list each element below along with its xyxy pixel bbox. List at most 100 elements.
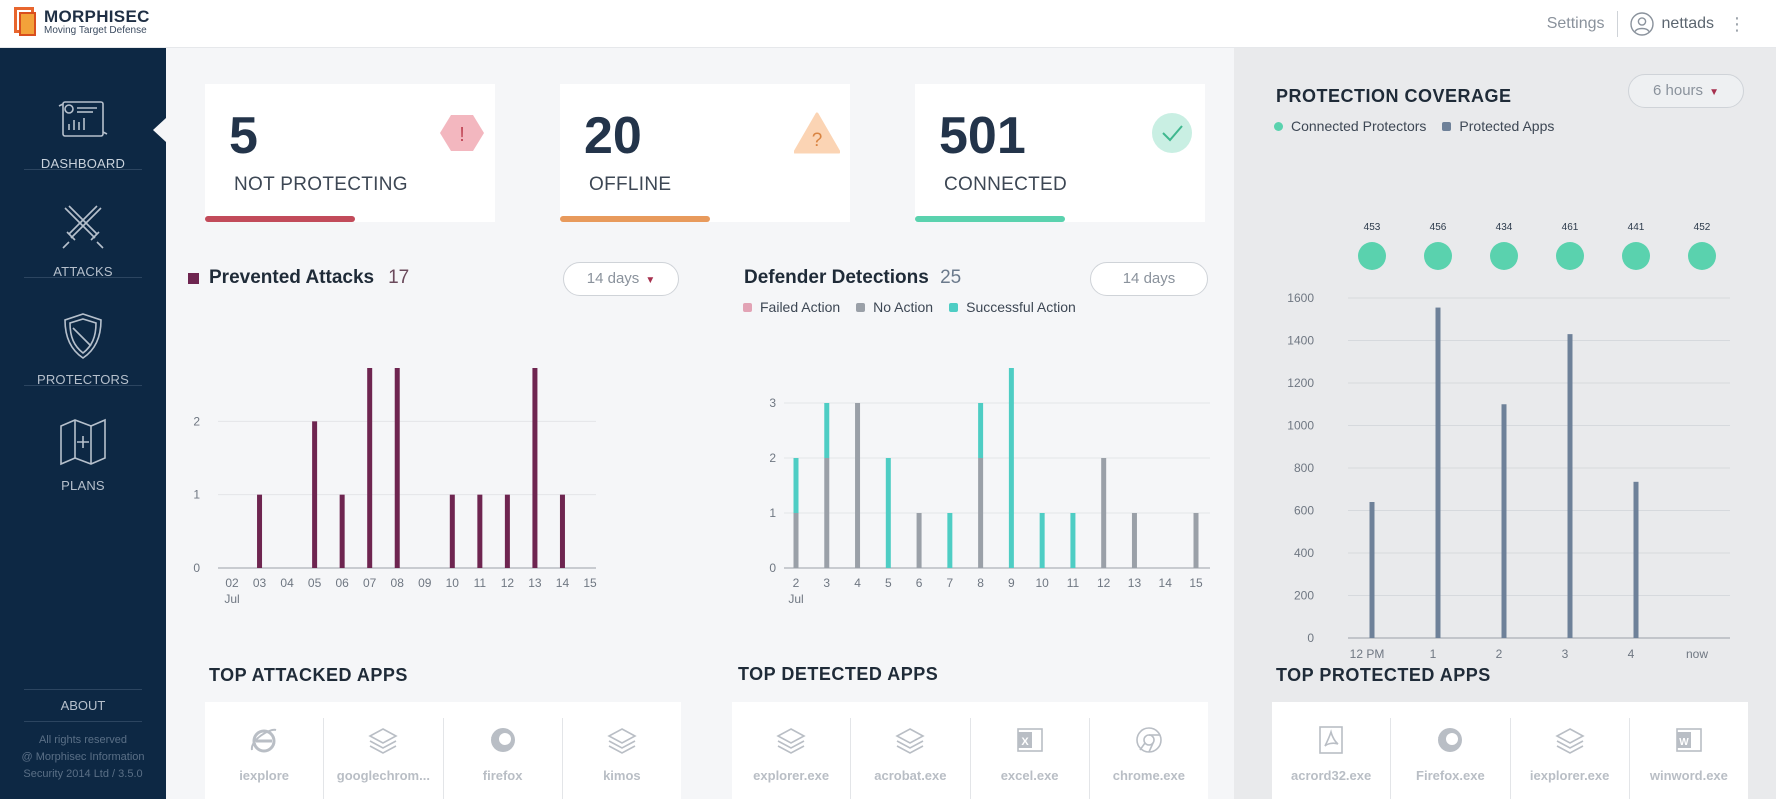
x-tick-label: 08 — [391, 576, 405, 590]
user-avatar-icon[interactable] — [1629, 12, 1654, 36]
x-tick-label: 12 PM — [1350, 647, 1385, 661]
sidebar-item-dashboard[interactable]: DASHBOARD — [0, 92, 166, 171]
app-tile[interactable]: X excel.exe — [971, 718, 1090, 799]
bar-segment — [978, 458, 984, 568]
settings-link[interactable]: Settings — [1547, 11, 1618, 37]
bar — [1369, 502, 1375, 638]
bar-segment — [947, 513, 953, 568]
more-vertical-icon[interactable]: ⋮ — [1728, 14, 1746, 34]
app-tile[interactable]: iexplore — [205, 718, 325, 799]
top-bar: MORPHISEC Moving Target Defense Settings… — [0, 0, 1776, 48]
app-name: firefox — [482, 768, 523, 783]
sidebar-item-protectors[interactable]: PROTECTORS — [0, 308, 166, 387]
bar-segment — [1008, 368, 1014, 568]
sidebar-item-label: DASHBOARD — [40, 156, 126, 171]
bar — [1567, 334, 1573, 638]
chevron-down-icon: ▼ — [1709, 87, 1719, 98]
bar-segment — [793, 458, 799, 513]
crossed-swords-icon — [62, 205, 104, 249]
nav-divider — [24, 385, 142, 386]
sidebar-item-attacks[interactable]: ATTACKS — [0, 200, 166, 279]
defender-detections-chart: 0123423456789101112131415Jul — [769, 368, 1210, 606]
y-tick-label: 1000 — [1287, 419, 1314, 433]
coverage-range-dropdown[interactable]: 6 hours ▼ — [1628, 74, 1744, 108]
defender-detections-title: Defender Detections 25 — [744, 267, 962, 288]
x-tick-label: 2 — [1496, 647, 1503, 661]
brand-tagline: Moving Target Defense — [44, 25, 147, 36]
stat-label: NOT PROTECTING — [234, 174, 408, 195]
protector-count-label: 461 — [1562, 222, 1579, 233]
bar-segment — [1193, 513, 1199, 568]
protector-count-dot — [1490, 242, 1518, 270]
brand-logo[interactable]: MORPHISEC Moving Target Defense — [14, 7, 150, 37]
morphisec-logo-icon — [14, 7, 38, 37]
x-tick-label: 9 — [1008, 576, 1015, 590]
app-tile[interactable]: acrord32.exe — [1272, 718, 1392, 799]
bar-segment — [1101, 458, 1107, 568]
y-tick-label: 0 — [193, 561, 200, 575]
legend-item-failed[interactable]: Failed Action — [743, 299, 840, 315]
y-tick-label: 2 — [193, 414, 200, 428]
excel-icon: X — [1016, 728, 1043, 752]
nav-divider — [24, 169, 142, 170]
protector-count-label: 453 — [1364, 222, 1381, 233]
bar-segment — [793, 513, 799, 568]
about-link[interactable]: ABOUT — [60, 698, 106, 713]
x-tick-label: 4 — [1628, 647, 1635, 661]
username[interactable]: nettads — [1661, 15, 1714, 32]
bar — [339, 494, 345, 568]
sidebar-item-label: PLANS — [61, 478, 105, 493]
app-tile[interactable]: W winword.exe — [1630, 718, 1748, 799]
x-tick-label: 6 — [916, 576, 923, 590]
app-tile[interactable]: googlechrom... — [324, 718, 444, 799]
top-detected-apps-list: explorer.exe acrobat.exe X excel.exe chr… — [732, 702, 1208, 799]
y-tick-label: 0 — [1307, 631, 1314, 645]
app-tile[interactable]: explorer.exe — [732, 718, 852, 799]
defender-range-dropdown[interactable]: 14 days — [1090, 262, 1208, 296]
app-tile[interactable]: kimos — [563, 718, 681, 799]
app-name: winword.exe — [1649, 768, 1728, 783]
bar — [1435, 307, 1441, 638]
x-tick-label: now — [1686, 647, 1708, 661]
word-icon: W — [1676, 728, 1702, 752]
svg-text:?: ? — [812, 130, 823, 151]
stat-value: 20 — [584, 107, 642, 165]
bar — [504, 494, 510, 568]
sidebar-item-plans[interactable]: PLANS — [0, 414, 166, 493]
y-tick-label: 800 — [1294, 461, 1314, 475]
x-tick-label: 3 — [1562, 647, 1569, 661]
x-tick-label: 14 — [556, 576, 570, 590]
legend-item-connected-protectors[interactable]: Connected Protectors — [1274, 118, 1426, 134]
top-detected-apps-title: TOP DETECTED APPS — [738, 664, 939, 684]
layers-icon — [368, 728, 399, 754]
x-tick-label: 05 — [308, 576, 322, 590]
x-tick-label: 8 — [977, 576, 984, 590]
protector-count-label: 434 — [1496, 222, 1513, 233]
x-tick-label: 09 — [418, 576, 432, 590]
nav-divider — [24, 277, 142, 278]
bar-segment — [885, 458, 891, 568]
y-tick-label: 1600 — [1287, 291, 1314, 305]
bar — [532, 368, 538, 568]
legend-item-successful[interactable]: Successful Action — [949, 299, 1076, 315]
bar-segment — [978, 403, 984, 458]
status-bar — [205, 216, 355, 222]
layers-icon — [1554, 728, 1585, 754]
stat-card-connected[interactable]: 501 CONNECTED — [915, 84, 1205, 222]
x-tick-label: 4 — [854, 576, 861, 590]
app-tile[interactable]: firefox — [444, 718, 563, 799]
x-tick-label: 3 — [823, 576, 830, 590]
app-tile[interactable]: chrome.exe — [1090, 718, 1208, 799]
protector-count-dot — [1358, 242, 1386, 270]
stat-card-offline[interactable]: 20 OFFLINE ? — [560, 84, 850, 222]
prevented-range-dropdown[interactable]: 14 days ▼ — [563, 262, 679, 296]
app-tile[interactable]: Firefox.exe — [1391, 718, 1511, 799]
x-tick-label: 07 — [363, 576, 377, 590]
app-tile[interactable]: acrobat.exe — [851, 718, 971, 799]
stat-card-not-protecting[interactable]: 5 NOT PROTECTING ! — [205, 84, 495, 222]
protector-count-label: 452 — [1694, 222, 1711, 233]
layers-icon — [607, 728, 637, 754]
app-tile[interactable]: iexplorer.exe — [1511, 718, 1630, 799]
legend-item-no-action[interactable]: No Action — [856, 299, 933, 315]
legend-item-protected-apps[interactable]: Protected Apps — [1442, 118, 1554, 134]
